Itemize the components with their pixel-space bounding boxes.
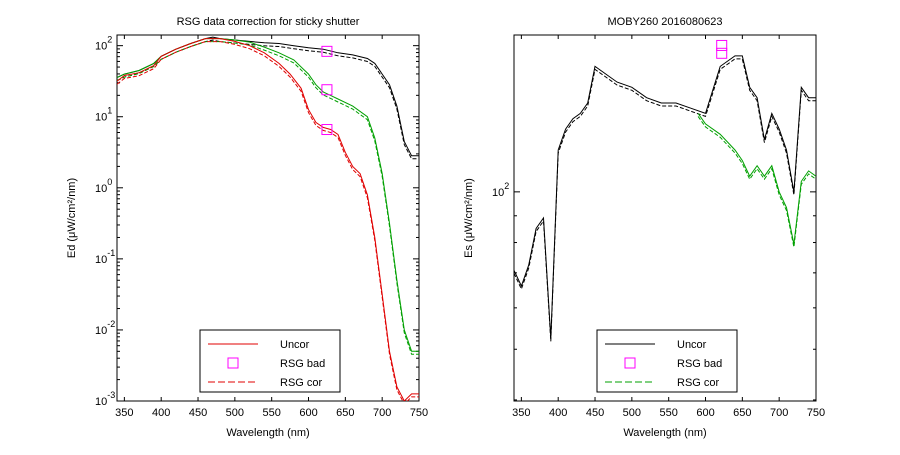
chart-0-series-dashed-1 xyxy=(117,41,419,355)
chart-1-y-tick-label-0: 102 xyxy=(492,181,509,199)
chart-0-x-tick-label-5: 600 xyxy=(299,407,317,419)
chart-0-x-tick-label-2: 450 xyxy=(189,407,207,419)
chart-0-y-tick-label-1: 101 xyxy=(95,106,112,124)
chart-0-x-tick-label-8: 750 xyxy=(410,407,428,419)
chart-1-title: MOBY260 2016080623 xyxy=(608,16,723,28)
chart-0-x-tick-label-7: 700 xyxy=(373,407,391,419)
chart-1-legend-label-0: Uncor xyxy=(677,339,707,351)
chart-1-x-tick-label-8: 750 xyxy=(807,407,825,419)
chart-1-x-tick-label-2: 450 xyxy=(586,407,604,419)
chart-0-legend-label-0: Uncor xyxy=(280,339,310,351)
chart-1-legend-swatch-1 xyxy=(624,357,636,369)
chart-1-y-axis-title: Es (μW/cm²/nm) xyxy=(463,178,475,258)
chart-0-x-tick-label-3: 500 xyxy=(226,407,244,419)
chart-0-y-tick-label-4: 10-2 xyxy=(95,319,115,337)
chart-0-y-tick-label-2: 100 xyxy=(95,177,112,195)
chart-1-series-dashed-0 xyxy=(514,58,816,342)
chart-1-legend-label-2: RSG cor xyxy=(677,377,720,389)
chart-0-title: RSG data correction for sticky shutter xyxy=(177,16,360,28)
chart-0-x-tick-label-4: 550 xyxy=(263,407,281,419)
chart-1-data xyxy=(514,55,816,342)
chart-1-rsg-bad-marker-1 xyxy=(716,47,728,59)
chart-0-legend-label-1: RSG bad xyxy=(280,358,325,370)
chart-1-legend-label-1: RSG bad xyxy=(677,358,722,370)
chart-1-series-dashed-1 xyxy=(697,116,816,248)
chart-0-rsg-bad-marker-2 xyxy=(321,124,333,136)
chart-0-legend-swatch-1 xyxy=(227,357,239,369)
chart-0-rsg-bad-marker-0 xyxy=(321,45,333,57)
left-chart: RSG data correction for sticky shutter 35… xyxy=(66,16,428,439)
chart-1-x-tick-label-4: 550 xyxy=(660,407,678,419)
chart-1-x-tick-label-3: 500 xyxy=(623,407,641,419)
chart-0-legend: Uncor RSG bad RSG cor xyxy=(199,329,341,393)
chart-1-legend: Uncor RSG bad RSG cor xyxy=(596,329,738,393)
chart-0-rsg-bad-marker-1 xyxy=(321,84,333,96)
chart-1-x-tick-label-1: 400 xyxy=(549,407,567,419)
chart-0-x-tick-label-6: 650 xyxy=(336,407,354,419)
chart-1-x-tick-label-6: 650 xyxy=(733,407,751,419)
chart-1-x-tick-label-7: 700 xyxy=(770,407,788,419)
chart-0-x-axis-title: Wavelength (nm) xyxy=(226,427,309,439)
chart-0-legend-label-2: RSG cor xyxy=(280,377,323,389)
chart-0-y-tick-label-3: 10-1 xyxy=(95,248,115,266)
chart-1-x-tick-label-5: 600 xyxy=(696,407,714,419)
chart-0-x-tick-label-1: 400 xyxy=(152,407,170,419)
chart-1-x-axis-title: Wavelength (nm) xyxy=(623,427,706,439)
chart-0-data xyxy=(117,36,419,401)
chart-0-y-axis-title: Ed (μW/cm²/nm) xyxy=(66,178,78,258)
chart-1-rsg-bad-marker-0 xyxy=(716,39,728,51)
right-chart: MOBY260 2016080623 350 400 450 500 550 600 650 7… xyxy=(463,16,825,439)
chart-0-x-tick-label-0: 350 xyxy=(115,407,133,419)
chart-0-y-tick-label-5: 10-3 xyxy=(95,390,115,408)
chart-1-x-tick-label-0: 350 xyxy=(512,407,530,419)
chart-0-series-dashed-2 xyxy=(117,41,419,401)
chart-0-y-tick-label-0: 102 xyxy=(95,35,112,53)
